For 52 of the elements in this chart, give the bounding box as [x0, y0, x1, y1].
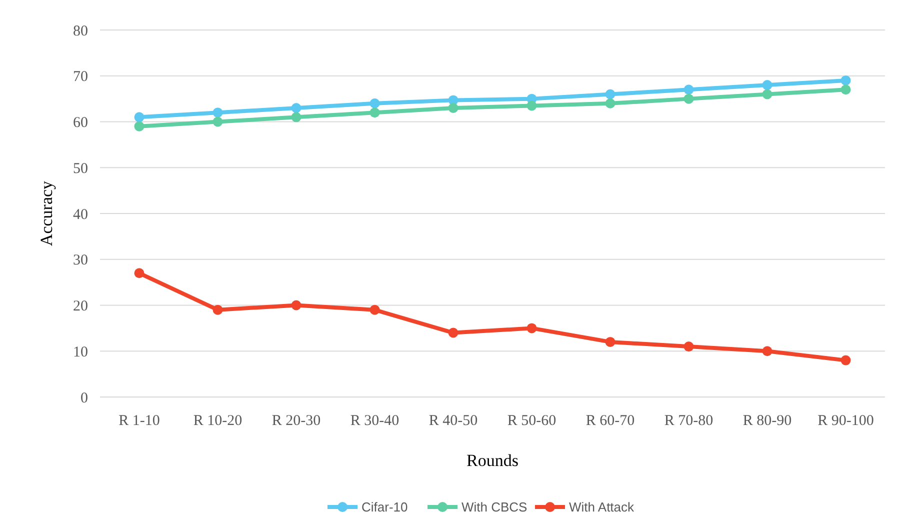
legend-label: Cifar-10 — [362, 500, 408, 515]
point — [212, 108, 223, 118]
y-tick-label: 10 — [73, 344, 88, 360]
point — [291, 300, 302, 310]
point — [134, 268, 144, 278]
point — [370, 108, 380, 118]
y-tick-label: 70 — [73, 69, 88, 86]
legend-label: With CBCS — [462, 500, 528, 515]
y-tick-label: 50 — [73, 160, 88, 177]
x-tick-label: R 50-60 — [507, 413, 556, 429]
point — [370, 304, 380, 315]
x-axis-title: Rounds — [466, 451, 518, 470]
point — [212, 116, 223, 127]
point — [134, 112, 144, 122]
point — [762, 80, 772, 90]
x-tick-label: R 30-40 — [350, 413, 400, 429]
point — [291, 112, 302, 122]
x-tick-label: R 60-70 — [586, 413, 635, 429]
point — [526, 100, 537, 111]
y-tick-label: 80 — [73, 23, 88, 40]
point — [762, 89, 772, 100]
point — [762, 346, 772, 356]
y-tick-label: 30 — [73, 252, 88, 269]
point — [840, 355, 851, 366]
point — [605, 98, 616, 108]
point — [370, 98, 380, 108]
point — [212, 304, 223, 315]
point — [448, 102, 458, 113]
y-tick-label: 0 — [80, 390, 88, 406]
point — [684, 94, 694, 104]
x-tick-label: R 20-30 — [272, 413, 321, 429]
point — [448, 328, 458, 338]
point — [134, 121, 144, 132]
x-tick-label: R 90-100 — [818, 413, 874, 429]
point — [684, 342, 694, 352]
y-tick-label: 40 — [73, 206, 88, 223]
legend-label: With Attack — [569, 500, 635, 515]
point — [684, 84, 694, 95]
point — [526, 323, 537, 334]
y-tick-label: 20 — [73, 298, 88, 314]
x-tick-label: R 10-20 — [193, 413, 242, 429]
y-axis-title: Accuracy — [37, 180, 56, 246]
x-tick-label: R 1-10 — [118, 413, 160, 429]
point — [605, 336, 616, 347]
x-tick-label: R 70-80 — [664, 413, 714, 429]
point — [840, 84, 851, 95]
point — [840, 75, 851, 86]
point — [291, 102, 302, 113]
y-tick-label: 60 — [73, 115, 88, 131]
x-tick-label: R 40-50 — [428, 413, 478, 429]
point — [605, 89, 616, 100]
x-tick-label: R 80-90 — [742, 413, 792, 429]
